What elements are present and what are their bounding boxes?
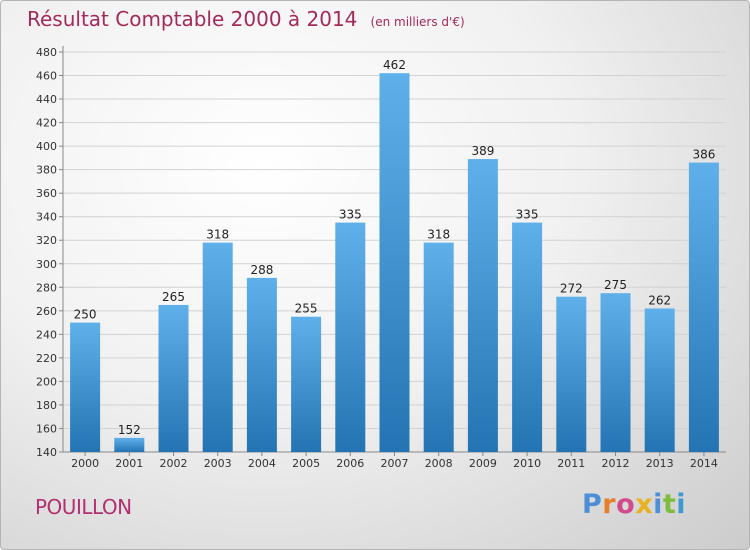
y-tick-label: 400 <box>36 140 57 153</box>
bar-value-label: 152 <box>118 423 141 437</box>
y-tick-label: 240 <box>36 328 57 341</box>
y-tick-label: 200 <box>36 375 57 388</box>
bar-2003 <box>202 242 233 452</box>
logo-letter: o <box>616 489 636 520</box>
x-tick-label: 2005 <box>292 457 320 470</box>
logo-letter: t <box>662 489 677 520</box>
y-tick-label: 480 <box>36 46 57 59</box>
bar-2007 <box>379 73 410 453</box>
bar-value-label: 262 <box>648 293 671 307</box>
bar-value-label: 275 <box>604 278 627 292</box>
bar-2005 <box>291 316 322 452</box>
bar-value-label: 335 <box>516 208 539 222</box>
bar-2011 <box>556 296 587 452</box>
chart-title: Résultat Comptable 2000 à 2014 <box>27 7 358 31</box>
y-tick-label: 340 <box>36 211 57 224</box>
logo-letter: i <box>653 489 663 520</box>
bar-2008 <box>423 242 454 452</box>
bar-2009 <box>467 159 498 452</box>
y-tick-label: 380 <box>36 164 57 177</box>
bar-value-label: 386 <box>692 148 715 162</box>
chart-subtitle: (en milliers d'€) <box>370 15 465 29</box>
y-tick-label: 140 <box>36 446 57 459</box>
town-name: POUILLON <box>35 495 132 519</box>
bar-value-label: 335 <box>339 208 362 222</box>
x-tick-label: 2012 <box>602 457 630 470</box>
x-tick-label: 2013 <box>646 457 674 470</box>
bar-2006 <box>335 222 366 452</box>
y-tick-label: 220 <box>36 352 57 365</box>
x-tick-label: 2003 <box>204 457 232 470</box>
bars <box>70 73 719 453</box>
x-tick-label: 2011 <box>557 457 585 470</box>
x-tick-label: 2004 <box>248 457 276 470</box>
bar-2004 <box>246 277 277 452</box>
bar-value-label: 250 <box>74 308 97 322</box>
bar-value-label: 288 <box>250 263 273 277</box>
logo-letter: r <box>602 489 617 520</box>
y-tick-label: 460 <box>36 70 57 83</box>
y-tick-label: 180 <box>36 399 57 412</box>
bar-2001 <box>114 437 145 452</box>
x-tick-label: 2010 <box>513 457 541 470</box>
bar-2012 <box>600 293 631 452</box>
x-tick-label: 2000 <box>71 457 99 470</box>
y-tick-label: 440 <box>36 93 57 106</box>
y-tick-label: 160 <box>36 422 57 435</box>
y-tick-label: 420 <box>36 117 57 130</box>
logo-letter: P <box>582 489 603 520</box>
bar-value-label: 265 <box>162 290 185 304</box>
x-tick-label: 2009 <box>469 457 497 470</box>
y-tick-label: 260 <box>36 305 57 318</box>
logo-letter: x <box>635 489 654 520</box>
bar-2000 <box>70 322 101 452</box>
y-tick-label: 360 <box>36 187 57 200</box>
x-tick-label: 2001 <box>115 457 143 470</box>
title-line: Résultat Comptable 2000 à 2014 (en milli… <box>27 7 465 31</box>
bar-2014 <box>688 162 719 452</box>
bar-value-label: 389 <box>471 144 494 158</box>
bar-2002 <box>158 304 189 452</box>
bar-value-label: 318 <box>427 228 450 242</box>
bar-value-label: 318 <box>206 228 229 242</box>
bar-2013 <box>644 308 675 452</box>
logo-letter: i <box>676 489 687 520</box>
bar-value-label: 462 <box>383 58 406 72</box>
bar-value-label: 255 <box>295 302 318 316</box>
x-tick-label: 2007 <box>381 457 409 470</box>
x-tick-label: 2006 <box>336 457 364 470</box>
bar-value-label: 272 <box>560 282 583 296</box>
bar-2010 <box>512 222 543 452</box>
labels: 250 2000 152 2001 265 2002 318 2003 288 2004 255 20… <box>71 58 718 470</box>
x-tick-label: 2008 <box>425 457 453 470</box>
x-tick-label: 2014 <box>690 457 718 470</box>
y-tick-label: 300 <box>36 258 57 271</box>
y-tick-label: 320 <box>36 234 57 247</box>
x-tick-label: 2002 <box>160 457 188 470</box>
y-tick-label: 280 <box>36 281 57 294</box>
proxiti-logo: Proxiti <box>582 489 686 520</box>
